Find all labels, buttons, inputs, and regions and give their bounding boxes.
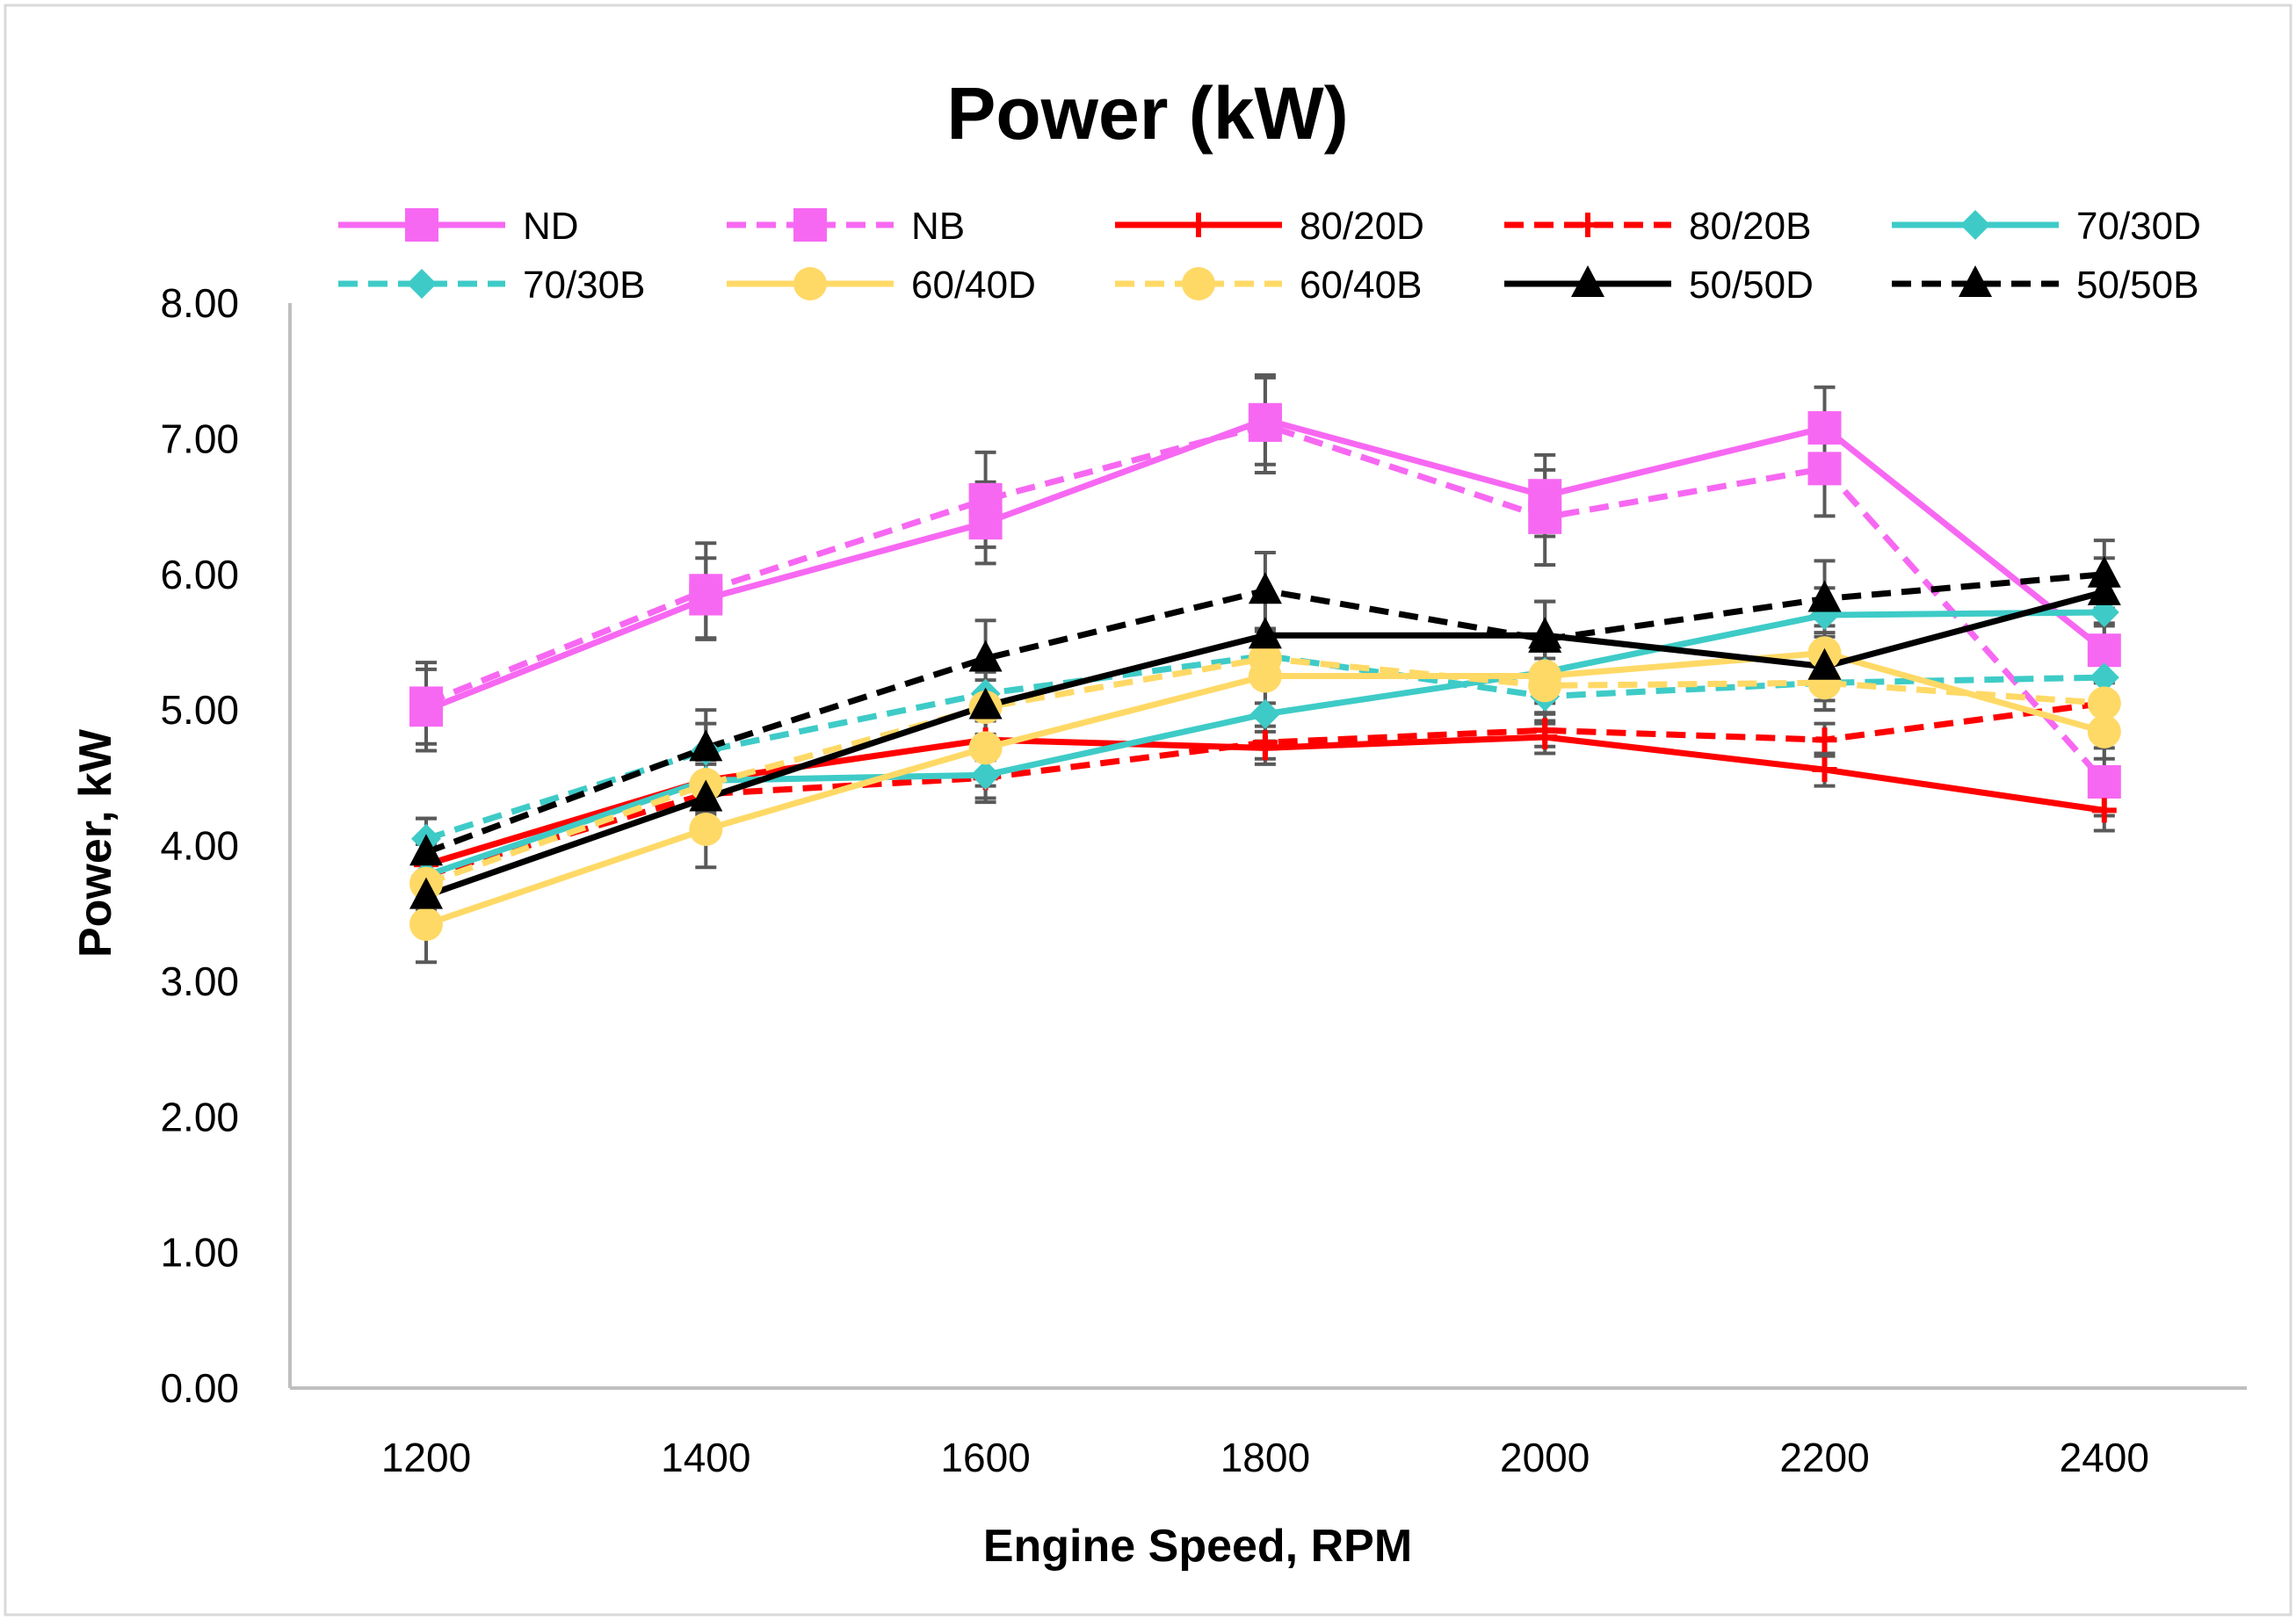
legend-item-80-20d: 80/20D (1115, 205, 1424, 248)
legend-item-nb: NB (727, 205, 965, 248)
data-point-nb (1528, 500, 1562, 534)
axes (288, 303, 2247, 1390)
data-point-60-40d (409, 908, 443, 942)
data-point-nb (689, 574, 723, 608)
legend-marker (1571, 265, 1604, 297)
legend-marker (1186, 213, 1211, 237)
legend-item-nd: ND (338, 205, 579, 248)
y-tick-label: 8.00 (160, 280, 239, 326)
y-tick-label: 3.00 (160, 958, 239, 1004)
legend-label: 60/40B (1300, 264, 1422, 307)
legend-item-50-50d: 50/50D (1504, 264, 1814, 307)
data-point-nb (968, 482, 1003, 517)
y-tick-label: 1.00 (160, 1230, 239, 1276)
series-markers (409, 402, 2121, 942)
legend-label: 80/20D (1300, 205, 1424, 248)
legend-item-70-30b: 70/30B (338, 264, 645, 307)
legend-label: ND (523, 205, 579, 248)
legend-marker (1575, 213, 1600, 237)
y-axis-label: Power, kW (70, 728, 121, 958)
data-point-50-50b (1807, 580, 1842, 612)
y-tick-label: 6.00 (160, 552, 239, 597)
legend-marker (1959, 265, 1992, 297)
plot-area: 0.00 1.00 2.00 3.00 4.00 5.00 6.00 7.00 8.00 1200… (160, 280, 2247, 1480)
x-axis-label: Engine Speed, RPM (983, 1521, 1412, 1572)
data-point-70-30d (1249, 698, 1280, 729)
legend-item-70-30d: 70/30D (1892, 205, 2201, 248)
legend-item-60-40d: 60/40D (727, 264, 1036, 307)
x-tick-label: 1200 (381, 1435, 471, 1480)
tick-labels: 0.00 1.00 2.00 3.00 4.00 5.00 6.00 7.00 8.00 1200… (160, 280, 2149, 1480)
legend-marker (793, 267, 827, 300)
data-point-50-50b (689, 729, 723, 762)
data-point-50-50b (968, 640, 1003, 672)
y-tick-label: 4.00 (160, 823, 239, 869)
data-point-50-50b (1528, 620, 1562, 653)
data-point-70-30d (970, 760, 1001, 791)
data-point-50-50d (409, 877, 443, 909)
data-point-80-20d (2091, 798, 2117, 823)
legend-marker (1960, 210, 1990, 240)
data-point-60-40b (2087, 686, 2121, 720)
y-tick-label: 7.00 (160, 416, 239, 461)
chart-title: Power (kW) (946, 72, 1348, 155)
data-point-80-20b (1252, 730, 1278, 756)
legend-label: 80/20B (1689, 205, 1811, 248)
data-point-80-20b (1532, 718, 1558, 743)
data-point-70-30b (2089, 662, 2119, 693)
legend-marker (407, 269, 437, 299)
legend-item-50-50b: 50/50B (1892, 264, 2198, 307)
legend-label: NB (911, 205, 965, 248)
x-tick-label: 2200 (1779, 1435, 1869, 1480)
data-point-50-50b (2087, 555, 2121, 588)
data-point-60-40b (1528, 669, 1562, 703)
data-point-nd (1807, 411, 1842, 445)
legend-marker (405, 208, 438, 242)
data-point-50-50d (968, 687, 1003, 720)
legend-marker (793, 208, 827, 242)
data-point-50-50d (1807, 647, 1842, 680)
chart-border (4, 4, 2292, 1616)
x-tick-label: 2400 (2060, 1435, 2149, 1480)
data-point-nb (2087, 764, 2121, 799)
data-point-80-20b (1812, 727, 1837, 753)
data-point-50-50b (1248, 572, 1282, 604)
data-point-60-40b (1248, 641, 1282, 676)
data-point-80-20d (1812, 757, 1837, 783)
legend-marker (1182, 267, 1215, 300)
data-point-nd (2087, 633, 2121, 668)
x-tick-label: 1400 (661, 1435, 750, 1480)
data-point-nb (1807, 452, 1842, 486)
legend-label: 60/40D (911, 264, 1036, 307)
data-point-50-50d (689, 779, 723, 812)
data-point-60-40d (689, 812, 723, 846)
data-point-60-40d (2087, 714, 2121, 749)
legend-label: 70/30B (523, 264, 645, 307)
x-tick-label: 2000 (1500, 1435, 1590, 1480)
legend-item-80-20b: 80/20B (1504, 205, 1811, 248)
legend-label: 70/30D (2076, 205, 2201, 248)
y-tick-label: 0.00 (160, 1365, 239, 1411)
y-tick-label: 2.00 (160, 1094, 239, 1139)
x-tick-label: 1600 (940, 1435, 1030, 1480)
legend-label: 50/50B (2076, 264, 2198, 307)
data-point-50-50d (2087, 573, 2121, 605)
legend-label: 50/50D (1689, 264, 1814, 307)
y-tick-label: 5.00 (160, 687, 239, 733)
data-point-50-50d (1248, 617, 1282, 649)
legend: ND NB 80/20D 80/20B 70/30D 70/30B 60/40D 60/40B… (338, 205, 2201, 307)
legend-item-60-40b: 60/40B (1115, 264, 1422, 307)
x-tick-label: 1800 (1220, 1435, 1310, 1480)
data-point-nb (409, 686, 443, 720)
data-point-nb (1248, 408, 1282, 442)
data-point-60-40d (968, 731, 1003, 765)
data-point-50-50b (409, 834, 443, 866)
